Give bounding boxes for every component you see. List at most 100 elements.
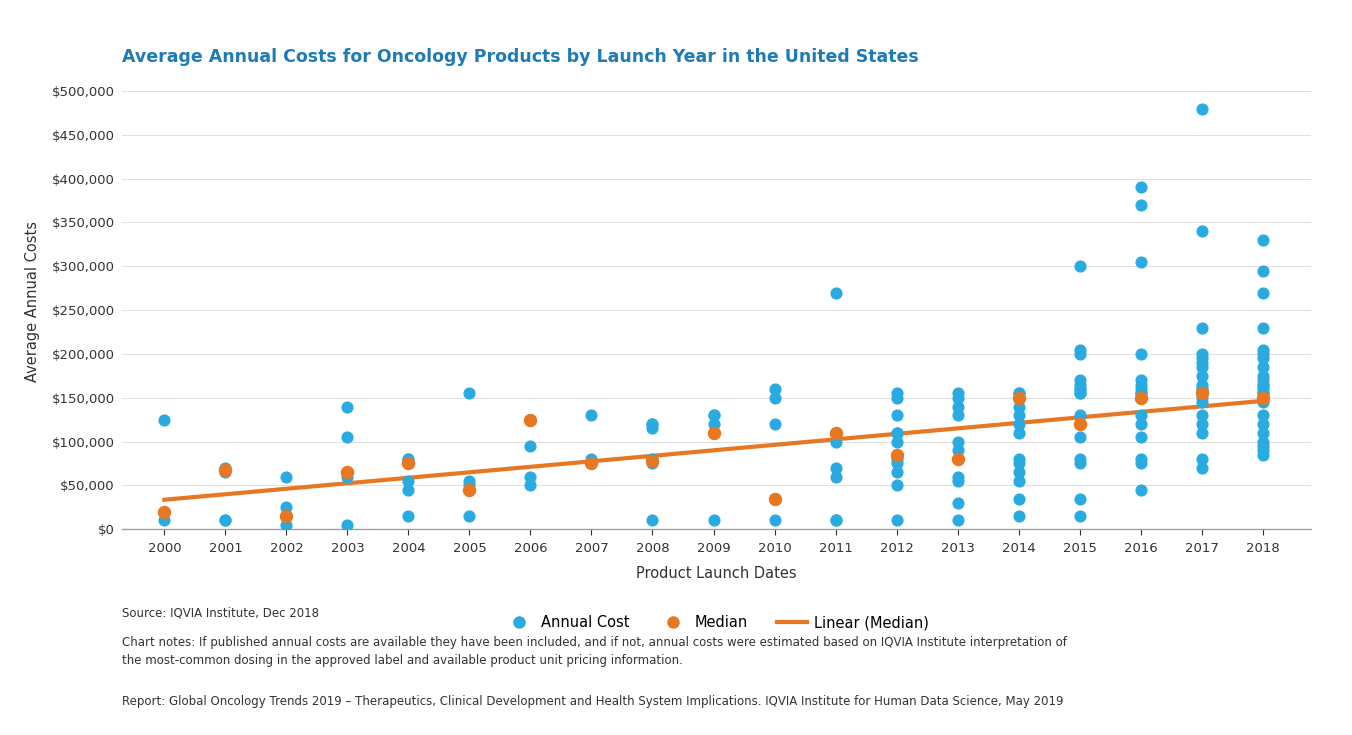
Annual Cost xyxy=(703,409,725,421)
Median xyxy=(1069,418,1091,430)
Annual Cost xyxy=(1191,103,1213,115)
Annual Cost xyxy=(825,427,846,439)
Annual Cost xyxy=(397,458,419,470)
Annual Cost xyxy=(215,514,237,526)
Annual Cost xyxy=(580,409,602,421)
Annual Cost xyxy=(1252,379,1274,390)
Annual Cost xyxy=(1252,234,1274,246)
Annual Cost xyxy=(1252,353,1274,365)
Annual Cost xyxy=(1007,453,1029,465)
Text: Source: IQVIA Institute, Dec 2018: Source: IQVIA Institute, Dec 2018 xyxy=(122,606,319,620)
Annual Cost xyxy=(1130,409,1152,421)
Annual Cost xyxy=(825,287,846,298)
Annual Cost xyxy=(337,470,358,482)
Annual Cost xyxy=(1252,396,1274,408)
Annual Cost xyxy=(1191,387,1213,399)
Annual Cost xyxy=(1069,260,1091,272)
Annual Cost xyxy=(397,453,419,465)
Text: Chart notes: If published annual costs are available they have been included, an: Chart notes: If published annual costs a… xyxy=(122,636,1067,667)
Annual Cost xyxy=(1191,462,1213,474)
Median xyxy=(825,427,846,439)
Annual Cost xyxy=(1130,387,1152,399)
Median xyxy=(1130,392,1152,404)
Legend: Annual Cost, Median, Linear (Median): Annual Cost, Median, Linear (Median) xyxy=(499,609,934,636)
Annual Cost xyxy=(1130,374,1152,386)
Annual Cost xyxy=(1069,431,1091,443)
Annual Cost xyxy=(1130,418,1152,430)
Annual Cost xyxy=(519,414,541,426)
Annual Cost xyxy=(886,409,907,421)
Annual Cost xyxy=(825,514,846,526)
Median xyxy=(519,414,541,426)
Annual Cost xyxy=(886,514,907,526)
Annual Cost xyxy=(1069,409,1091,421)
Annual Cost xyxy=(519,479,541,491)
Annual Cost xyxy=(519,470,541,482)
Annual Cost xyxy=(764,514,786,526)
Annual Cost xyxy=(1069,387,1091,399)
Median xyxy=(946,453,968,465)
X-axis label: Product Launch Dates: Product Launch Dates xyxy=(637,566,796,581)
Annual Cost xyxy=(1252,418,1274,430)
Annual Cost xyxy=(642,453,664,465)
Annual Cost xyxy=(1191,396,1213,408)
Annual Cost xyxy=(1252,383,1274,395)
Annual Cost xyxy=(215,462,237,474)
Annual Cost xyxy=(642,514,664,526)
Annual Cost xyxy=(886,467,907,478)
Annual Cost xyxy=(1252,445,1274,456)
Annual Cost xyxy=(1252,348,1274,360)
Annual Cost xyxy=(1007,409,1029,421)
Annual Cost xyxy=(886,453,907,465)
Annual Cost xyxy=(1130,182,1152,193)
Annual Cost xyxy=(1130,392,1152,404)
Annual Cost xyxy=(1191,409,1213,421)
Annual Cost xyxy=(458,387,480,399)
Annual Cost xyxy=(397,475,419,487)
Annual Cost xyxy=(1252,392,1274,404)
Annual Cost xyxy=(1007,387,1029,399)
Annual Cost xyxy=(276,470,297,482)
Annual Cost xyxy=(154,414,176,426)
Annual Cost xyxy=(825,470,846,482)
Median xyxy=(397,458,419,470)
Annual Cost xyxy=(397,510,419,522)
Annual Cost xyxy=(1007,492,1029,504)
Annual Cost xyxy=(1252,322,1274,334)
Annual Cost xyxy=(1191,427,1213,439)
Annual Cost xyxy=(1191,383,1213,395)
Median xyxy=(1252,392,1274,404)
Annual Cost xyxy=(1252,427,1274,439)
Annual Cost xyxy=(1191,370,1213,381)
Annual Cost xyxy=(1130,453,1152,465)
Annual Cost xyxy=(1252,449,1274,461)
Annual Cost xyxy=(1191,348,1213,360)
Annual Cost xyxy=(1130,484,1152,495)
Annual Cost xyxy=(886,458,907,470)
Annual Cost xyxy=(1191,453,1213,465)
Annual Cost xyxy=(642,418,664,430)
Annual Cost xyxy=(946,470,968,482)
Annual Cost xyxy=(1252,374,1274,386)
Annual Cost xyxy=(397,453,419,465)
Annual Cost xyxy=(1191,356,1213,368)
Annual Cost xyxy=(215,467,237,478)
Annual Cost xyxy=(1252,344,1274,356)
Annual Cost xyxy=(1069,383,1091,395)
Annual Cost xyxy=(1191,379,1213,390)
Annual Cost xyxy=(519,414,541,426)
Median xyxy=(337,467,358,478)
Median xyxy=(276,510,297,522)
Annual Cost xyxy=(1130,256,1152,268)
Annual Cost xyxy=(1252,387,1274,399)
Annual Cost xyxy=(1069,387,1091,399)
Annual Cost xyxy=(337,519,358,531)
Annual Cost xyxy=(642,423,664,434)
Annual Cost xyxy=(642,458,664,470)
Annual Cost xyxy=(337,431,358,443)
Annual Cost xyxy=(946,445,968,456)
Median xyxy=(215,465,237,476)
Annual Cost xyxy=(337,401,358,412)
Annual Cost xyxy=(1007,467,1029,478)
Annual Cost xyxy=(1191,353,1213,365)
